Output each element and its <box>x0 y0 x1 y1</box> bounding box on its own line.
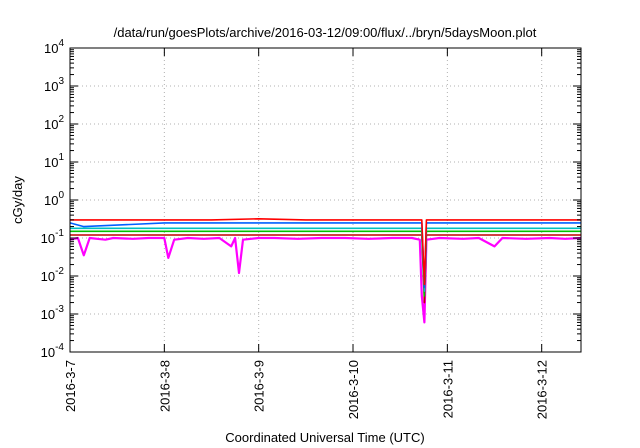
series-line <box>69 222 581 289</box>
y-tick-label: 10-3 <box>41 304 65 322</box>
series-line <box>70 234 581 304</box>
y-tick-label-exponent: 4 <box>58 38 64 49</box>
x-tick-label: 2016-3-11 <box>440 360 455 418</box>
x-tick-label: 2016-3-10 <box>346 360 361 419</box>
series-line <box>70 218 581 286</box>
y-tick-label-base: 10 <box>44 41 58 56</box>
y-tick-label-exponent: -4 <box>55 342 64 353</box>
chart-title: /data/run/goesPlots/archive/2016-03-12/0… <box>114 25 537 40</box>
y-tick-label-base: 10 <box>41 231 55 246</box>
y-tick-label-exponent: 3 <box>58 76 64 87</box>
y-tick-label: 102 <box>44 114 64 132</box>
y-tick-label: 10-4 <box>41 342 65 360</box>
x-tick-label: 2016-3-9 <box>252 360 267 412</box>
series-line <box>70 230 581 297</box>
y-tick-label: 100 <box>44 190 64 208</box>
y-tick-label-base: 10 <box>44 155 58 170</box>
ticks <box>69 47 581 353</box>
y-tick-label-exponent: -2 <box>55 266 64 277</box>
y-tick-label: 101 <box>44 152 64 170</box>
y-tick-label: 104 <box>44 38 64 56</box>
x-axis-label: Coordinated Universal Time (UTC) <box>225 430 424 445</box>
y-tick-label-base: 10 <box>41 345 55 360</box>
y-tick-label: 10-2 <box>41 266 65 284</box>
y-tick-label-exponent: 0 <box>58 190 64 201</box>
y-tick-label-base: 10 <box>44 79 58 94</box>
y-tick-label-exponent: 2 <box>58 114 64 125</box>
series-layer <box>69 218 582 324</box>
y-tick-label-base: 10 <box>41 307 55 322</box>
x-tick-labels: 2016-3-7 2016-3-8 2016-3-9 2016-3-10 2016-3-… <box>63 360 550 419</box>
y-tick-label: 10-1 <box>41 228 65 246</box>
y-tick-label-base: 10 <box>44 117 58 132</box>
x-tick-label: 2016-3-8 <box>157 360 172 412</box>
series-line <box>69 236 582 324</box>
y-tick-label: 103 <box>44 76 64 94</box>
y-tick-label-exponent: 1 <box>58 152 64 163</box>
y-axis-label: cGy/day <box>10 176 25 224</box>
grid <box>69 48 581 352</box>
x-tick-label: 2016-3-7 <box>63 360 78 412</box>
x-tick-label: 2016-3-12 <box>535 360 550 419</box>
y-tick-label-exponent: -1 <box>55 228 64 239</box>
y-tick-label-base: 10 <box>44 193 58 208</box>
y-tick-label-exponent: -3 <box>55 304 64 315</box>
y-tick-label-base: 10 <box>41 269 55 284</box>
